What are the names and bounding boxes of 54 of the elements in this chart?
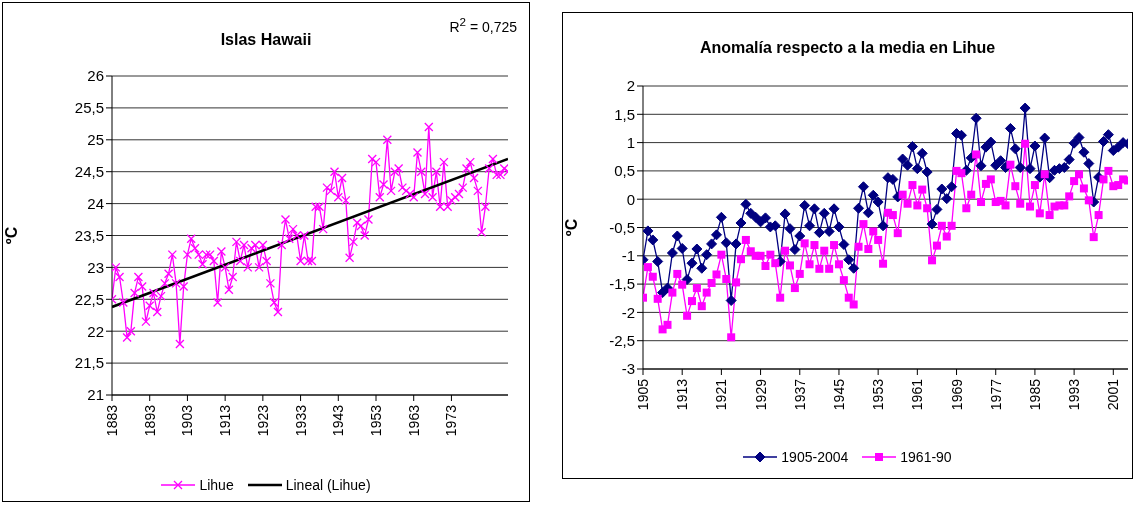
y-tick-label: 2 bbox=[626, 77, 635, 95]
y-tick-label: 0 bbox=[626, 190, 635, 208]
x-tick-label: 1933 bbox=[292, 404, 309, 437]
x-tick-label: 1953 bbox=[870, 378, 887, 411]
text: R$^{2}$ = 0,725 bbox=[449, 15, 517, 35]
x-tick-label: 1963 bbox=[405, 404, 422, 437]
legend-label: 1961-90 bbox=[900, 449, 952, 465]
y-tick-label: 25,5 bbox=[74, 99, 104, 117]
chart-title: Anomalía respecto a la media en Lihue bbox=[698, 39, 997, 57]
y-tick-label: 1,5 bbox=[614, 105, 635, 123]
x-tick-label: 1953 bbox=[368, 404, 384, 437]
x-tick-label: 1913 bbox=[674, 378, 691, 411]
y-tick-label: 22 bbox=[87, 322, 104, 340]
x-tick-label: 1937 bbox=[791, 378, 808, 411]
x-tick-label: 1973 bbox=[443, 404, 460, 437]
y-tick-label: -2,5 bbox=[609, 332, 635, 350]
y-tick-label: 24 bbox=[87, 194, 104, 212]
x-tick-label: 1943 bbox=[330, 404, 347, 437]
y-tick-label: -1,5 bbox=[609, 275, 635, 293]
x-tick-label: 1945 bbox=[830, 378, 847, 411]
y-axis-title: ºC bbox=[2, 226, 20, 245]
x-tick-label: 1893 bbox=[141, 404, 158, 437]
y-tick-label: 22,5 bbox=[74, 290, 104, 308]
y-tick-label: 0,5 bbox=[614, 162, 635, 180]
x-tick-label: 1977 bbox=[987, 378, 1004, 411]
y-tick-label: -3 bbox=[621, 360, 635, 378]
legend-label: 1905-2004 bbox=[781, 449, 849, 465]
x-tick-label: 2001 bbox=[1105, 378, 1122, 411]
x-tick-label: 1985 bbox=[1026, 378, 1043, 411]
chart-title: Islas Hawaii bbox=[220, 31, 312, 48]
x-tick-label: 1913 bbox=[217, 404, 234, 437]
y-tick-label: -0,5 bbox=[609, 218, 635, 236]
x-tick-label: 1961 bbox=[909, 378, 926, 411]
x-tick-label: 1921 bbox=[713, 378, 730, 411]
x-tick-label: 1923 bbox=[254, 404, 271, 437]
legend-label: Lihue bbox=[199, 477, 234, 493]
y-tick-label: -2 bbox=[621, 303, 635, 321]
y-tick-label: 1 bbox=[626, 133, 635, 151]
x-tick-label: 1929 bbox=[752, 378, 769, 411]
y-tick-label: 23 bbox=[87, 258, 104, 276]
x-tick-label: 1905 bbox=[635, 378, 651, 411]
y-tick-label: 23,5 bbox=[74, 226, 104, 244]
y-tick-label: 24,5 bbox=[74, 163, 104, 181]
x-tick-label: 1903 bbox=[179, 404, 196, 437]
y-axis-title: ºC bbox=[562, 218, 580, 237]
y-tick-label: 26 bbox=[87, 67, 104, 85]
x-tick-label: 1883 bbox=[104, 404, 120, 437]
x-tick-label: 1993 bbox=[1066, 378, 1083, 411]
y-tick-label: -1 bbox=[621, 247, 635, 265]
y-tick-label: 25 bbox=[87, 131, 104, 149]
x-tick-label: 1969 bbox=[948, 378, 965, 411]
legend-label: Lineal (Lihue) bbox=[285, 477, 371, 493]
y-tick-label: 21,5 bbox=[74, 354, 104, 372]
y-tick-label: 21 bbox=[87, 386, 104, 404]
